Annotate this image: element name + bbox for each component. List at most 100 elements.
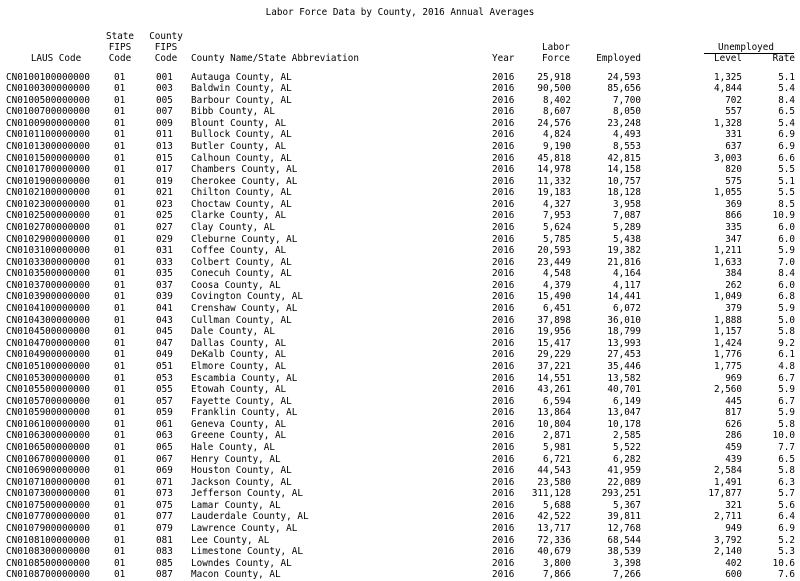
labor-force-cell: 3,800 bbox=[543, 557, 571, 569]
labor-force-cell: 45,818 bbox=[537, 152, 571, 164]
year-cell: 2016 bbox=[492, 71, 515, 83]
labor-force-cell: 7,866 bbox=[543, 569, 571, 581]
labor-force-cell: 8,402 bbox=[543, 94, 571, 106]
year-cell: 2016 bbox=[492, 198, 515, 210]
unemployed-level-cell: 439 bbox=[725, 453, 742, 465]
year-cell: 2016 bbox=[492, 164, 515, 176]
laus-code-cell: CN0107500000000 bbox=[6, 499, 90, 511]
laus-code-cell: CN0106100000000 bbox=[6, 418, 90, 430]
unemployed-level-cell: 702 bbox=[725, 94, 742, 106]
laus-code-cell: CN0107300000000 bbox=[6, 488, 90, 500]
unemployed-rate-cell: 8.5 bbox=[778, 198, 795, 210]
county-name-cell: Escambia County, AL bbox=[191, 372, 298, 384]
employed-cell: 42,815 bbox=[607, 152, 641, 164]
employed-cell: 38,539 bbox=[607, 546, 641, 558]
unemployed-rate-cell: 5.1 bbox=[778, 71, 795, 83]
county-name-cell: Coosa County, AL bbox=[191, 279, 281, 291]
labor-force-cell: 9,190 bbox=[543, 140, 571, 152]
laus-code-cell: CN0105500000000 bbox=[6, 384, 90, 396]
state-fips-cell: 01 bbox=[114, 198, 126, 210]
year-cell: 2016 bbox=[492, 349, 515, 361]
laus-code-cell: CN0103700000000 bbox=[6, 279, 90, 291]
table-row: CN0104500000000 01 045 Dale County, AL 2016 1… bbox=[0, 326, 800, 338]
labor-force-cell: 8,607 bbox=[543, 106, 571, 118]
table-row: CN0102100000000 01 021 Chilton County, AL 20… bbox=[0, 187, 800, 199]
year-cell: 2016 bbox=[492, 476, 515, 488]
county-name-cell: Greene County, AL bbox=[191, 430, 287, 442]
employed-cell: 41,959 bbox=[607, 465, 641, 477]
county-fips-cell: 015 bbox=[156, 152, 173, 164]
year-cell: 2016 bbox=[492, 140, 515, 152]
year-cell: 2016 bbox=[492, 94, 515, 106]
unemployed-rate-cell: 10.9 bbox=[772, 210, 795, 222]
laus-code-cell: CN0103500000000 bbox=[6, 268, 90, 280]
header-labor-force-1: Labor bbox=[542, 42, 570, 53]
employed-cell: 5,289 bbox=[613, 222, 641, 234]
county-fips-cell: 001 bbox=[156, 71, 173, 83]
laus-code-cell: CN0108300000000 bbox=[6, 546, 90, 558]
laus-code-cell: CN0101100000000 bbox=[6, 129, 90, 141]
unemployed-level-cell: 1,424 bbox=[714, 337, 742, 349]
county-name-cell: Butler County, AL bbox=[191, 140, 287, 152]
table-row: CN0106300000000 01 063 Greene County, AL 201… bbox=[0, 430, 800, 442]
employed-cell: 21,816 bbox=[607, 256, 641, 268]
labor-force-cell: 6,451 bbox=[543, 303, 571, 315]
labor-force-cell: 4,548 bbox=[543, 268, 571, 280]
table-row: CN0102700000000 01 027 Clay County, AL 2016 5… bbox=[0, 222, 800, 234]
laus-code-cell: CN0102100000000 bbox=[6, 187, 90, 199]
state-fips-cell: 01 bbox=[114, 476, 126, 488]
table-row: CN0100300000000 01 003 Baldwin County, AL 20… bbox=[0, 83, 800, 95]
county-fips-cell: 077 bbox=[156, 511, 173, 523]
state-fips-cell: 01 bbox=[114, 546, 126, 558]
year-cell: 2016 bbox=[492, 326, 515, 338]
table-row: CN0105700000000 01 057 Fayette County, AL 20… bbox=[0, 396, 800, 408]
county-name-cell: Coffee County, AL bbox=[191, 245, 287, 257]
laus-code-cell: CN0100700000000 bbox=[6, 106, 90, 118]
employed-cell: 5,438 bbox=[613, 233, 641, 245]
unemployed-level-cell: 2,560 bbox=[714, 384, 742, 396]
unemployed-level-cell: 626 bbox=[725, 418, 742, 430]
laus-code-cell: CN0104300000000 bbox=[6, 314, 90, 326]
table-row: CN0100700000000 01 007 Bibb County, AL 2016 8… bbox=[0, 106, 800, 118]
year-cell: 2016 bbox=[492, 117, 515, 129]
state-fips-cell: 01 bbox=[114, 164, 126, 176]
county-name-cell: Blount County, AL bbox=[191, 117, 287, 129]
laus-code-cell: CN0104700000000 bbox=[6, 337, 90, 349]
county-fips-cell: 063 bbox=[156, 430, 173, 442]
county-name-cell: Chambers County, AL bbox=[191, 164, 298, 176]
employed-cell: 8,050 bbox=[613, 106, 641, 118]
employed-cell: 5,522 bbox=[613, 442, 641, 453]
laus-code-cell: CN0102500000000 bbox=[6, 210, 90, 222]
unemployed-rate-cell: 6.7 bbox=[778, 395, 795, 407]
unemployed-rate-cell: 5.4 bbox=[778, 83, 795, 95]
employed-cell: 293,251 bbox=[601, 488, 641, 500]
laus-code-cell: CN0108700000000 bbox=[6, 569, 90, 581]
labor-force-cell: 13,717 bbox=[537, 523, 571, 535]
table-row: CN0100100000000 01 001 Autauga County, AL 20… bbox=[0, 72, 800, 84]
labor-force-cell: 7,953 bbox=[543, 210, 571, 222]
year-cell: 2016 bbox=[492, 557, 515, 569]
unemployed-rate-cell: 5.9 bbox=[778, 303, 795, 315]
header-state-fips-3: Code bbox=[108, 53, 132, 64]
table-row: CN0105900000000 01 059 Franklin County, AL 2… bbox=[0, 407, 800, 419]
state-fips-cell: 01 bbox=[114, 117, 126, 129]
county-fips-cell: 075 bbox=[156, 499, 173, 511]
county-fips-cell: 033 bbox=[156, 256, 173, 268]
state-fips-cell: 01 bbox=[114, 337, 126, 349]
state-fips-cell: 01 bbox=[114, 314, 126, 326]
table-row: CN0103300000000 01 033 Colbert County, AL 20… bbox=[0, 257, 800, 269]
unemployed-level-cell: 379 bbox=[725, 303, 742, 315]
unemployed-level-cell: 347 bbox=[725, 233, 742, 245]
employed-cell: 27,453 bbox=[607, 349, 641, 361]
employed-cell: 18,799 bbox=[607, 326, 641, 338]
unemployed-rate-cell: 7.7 bbox=[778, 442, 795, 453]
employed-cell: 14,441 bbox=[607, 291, 641, 303]
county-name-cell: Dallas County, AL bbox=[191, 337, 287, 349]
table-row: CN0107100000000 01 071 Jackson County, AL 20… bbox=[0, 477, 800, 489]
unemployed-rate-cell: 6.5 bbox=[778, 453, 795, 465]
employed-cell: 14,158 bbox=[607, 164, 641, 176]
employed-cell: 36,010 bbox=[607, 314, 641, 326]
state-fips-cell: 01 bbox=[114, 187, 126, 199]
county-name-cell: Clay County, AL bbox=[191, 222, 275, 234]
